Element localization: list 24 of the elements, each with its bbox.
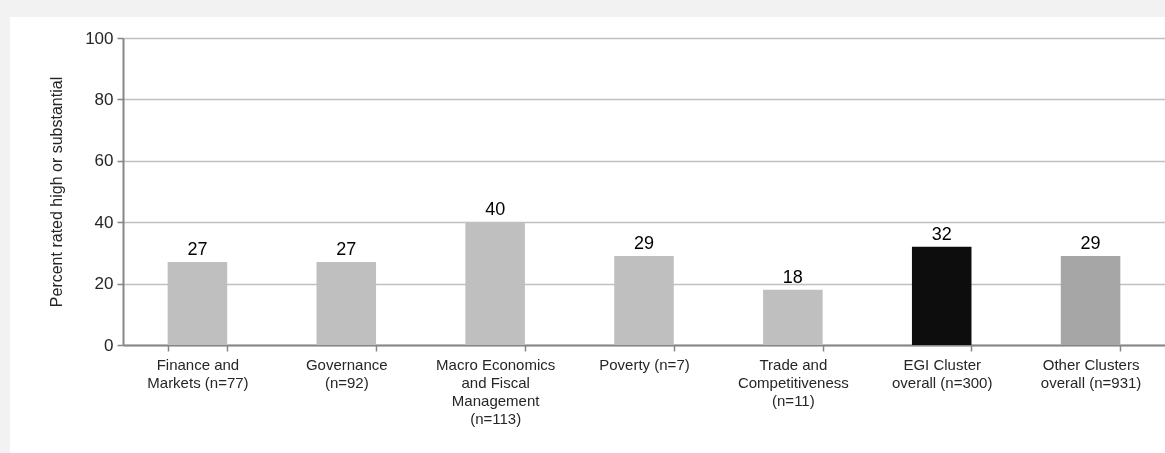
x-tick-label: Poverty (n=7) xyxy=(599,355,690,373)
bar xyxy=(1060,255,1121,345)
y-tick-label: 40 xyxy=(94,212,114,232)
data-label: 27 xyxy=(187,239,208,260)
bar xyxy=(763,289,823,345)
x-tick-label: Other Clusters overall (n=931) xyxy=(1040,355,1142,391)
y-tick-label: 0 xyxy=(104,335,114,355)
data-label: 27 xyxy=(336,239,357,260)
x-tick-label: Finance and Markets (n=77) xyxy=(147,355,249,391)
data-label: 18 xyxy=(782,266,803,287)
data-label: 29 xyxy=(633,232,655,253)
x-tick-label: Macro Economics and Fiscal Management (n=113) xyxy=(436,355,556,427)
x-tick-label: Trade and Competitiveness (n=11) xyxy=(737,355,849,409)
x-tick-label: Governance (n=92) xyxy=(305,355,388,391)
y-tick-label: 100 xyxy=(85,28,114,48)
bar xyxy=(911,246,972,345)
x-tick-label: EGI Cluster overall (n=300) xyxy=(891,355,993,391)
y-axis-title: Percent rated high or substantial xyxy=(48,76,66,308)
data-label: 40 xyxy=(485,199,506,220)
data-label: 29 xyxy=(1080,232,1101,253)
y-tick-label: 60 xyxy=(94,151,114,171)
y-tick-label: 80 xyxy=(94,89,114,109)
data-label: 32 xyxy=(931,223,952,244)
y-tick-label: 20 xyxy=(94,274,114,294)
